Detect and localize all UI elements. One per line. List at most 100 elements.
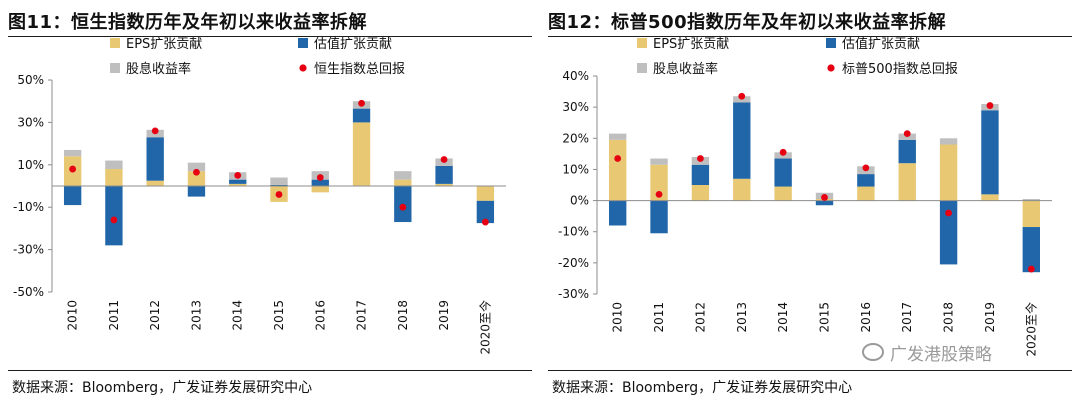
total-return-point <box>738 92 746 100</box>
bar-segment <box>857 186 875 201</box>
total-return-point <box>1027 265 1035 273</box>
bar-segment <box>476 200 495 224</box>
chart-title: 图12：标普500指数历年及年初以来收益率拆解 <box>548 12 947 33</box>
y-tick-label: 0% <box>570 194 589 208</box>
legend-label: EPS扩张贡献 <box>653 37 729 52</box>
x-tick-label: 2016 <box>859 302 873 333</box>
bottom-rule <box>8 370 532 371</box>
bar-segment <box>394 179 412 186</box>
bar-segment <box>270 184 288 186</box>
bar-segment <box>1022 200 1041 228</box>
total-return-point <box>151 127 159 135</box>
chart-title: 图11：恒生指数历年及年初以来收益率拆解 <box>8 12 368 33</box>
bar-segment <box>229 183 247 186</box>
x-tick-label: 2013 <box>735 302 749 333</box>
bar-segment <box>311 179 329 186</box>
bar-segment <box>435 183 453 186</box>
x-tick-label: 2018 <box>942 302 956 333</box>
bar-segment <box>939 200 958 265</box>
legend-swatch <box>637 63 647 73</box>
legend-label: 恒生指数总回报 <box>314 62 405 77</box>
chart-panel-hang-seng: 图11：恒生指数历年及年初以来收益率拆解 数据来源：Bloomberg，广发证券… <box>8 12 532 396</box>
x-tick-label: 2014 <box>231 300 245 331</box>
bar-segment <box>311 186 329 193</box>
bar-segment <box>733 102 751 179</box>
x-tick-label: 2020至今 <box>477 300 492 355</box>
bar-segment <box>105 169 123 186</box>
x-tick-label: 2011 <box>107 300 121 331</box>
x-tick-label: 2015 <box>272 300 286 331</box>
bar-segment <box>105 186 123 246</box>
y-tick-label: 10% <box>562 162 589 176</box>
bar-segment <box>939 144 958 201</box>
top-rule <box>548 36 1072 37</box>
bar-segment <box>608 139 627 201</box>
x-tick-label: 2019 <box>983 302 997 333</box>
legend-swatch <box>110 63 120 73</box>
y-tick-label: 40% <box>562 69 589 83</box>
x-tick-label: 2015 <box>818 302 832 333</box>
legend-label: 估值扩张贡献 <box>842 36 920 52</box>
legend-label: 标普500指数总回报 <box>842 62 958 77</box>
total-return-point <box>481 218 489 226</box>
bar-segment <box>229 179 247 184</box>
bar-segment <box>105 160 123 170</box>
x-tick-label: 2012 <box>148 300 162 331</box>
bar-segment <box>981 194 999 201</box>
bar-segment <box>981 110 999 195</box>
bar-segment <box>187 186 206 197</box>
y-tick-label: 10% <box>17 158 44 172</box>
total-return-point <box>655 190 663 198</box>
bar-segment <box>352 122 371 186</box>
x-tick-label: 2020至今 <box>1023 302 1038 357</box>
legend-swatch <box>826 38 836 48</box>
x-tick-label: 2010 <box>611 302 625 333</box>
bar-segment <box>857 174 875 187</box>
legend-swatch <box>298 38 308 48</box>
bottom-rule <box>548 370 1072 371</box>
x-tick-label: 2018 <box>396 300 410 331</box>
bar-segment <box>898 163 916 201</box>
y-tick-label: -30% <box>558 287 589 301</box>
bar-segment <box>650 200 668 234</box>
total-return-point <box>614 155 622 162</box>
bar-segment <box>476 186 495 201</box>
y-tick-label: -50% <box>13 285 44 299</box>
legend-label: 股息收益率 <box>126 61 191 77</box>
x-tick-label: 2011 <box>652 302 666 333</box>
legend-label: 股息收益率 <box>653 61 718 77</box>
bar-segment <box>187 171 206 186</box>
total-return-point <box>358 99 365 107</box>
total-return-point <box>903 130 911 138</box>
y-tick-label: -20% <box>558 256 589 270</box>
chart-hang-seng: -50% -30% -10% 10% 30% 50% 2010 2011 2012 2013 201… <box>13 36 506 355</box>
y-tick-label: 20% <box>562 131 589 145</box>
y-tick-label: 30% <box>17 115 44 129</box>
y-tick-label: -10% <box>13 200 44 214</box>
bar-segment <box>63 149 82 157</box>
bar-segment <box>146 137 164 181</box>
bar-segment <box>1022 227 1041 273</box>
chart-panel-sp500: 图12：标普500指数历年及年初以来收益率拆解 数据来源：Bloomberg，广… <box>540 0 1080 406</box>
total-return-point <box>440 156 448 163</box>
bar-segment <box>608 133 627 140</box>
x-tick-label: 2010 <box>66 300 80 331</box>
total-return-point <box>697 155 704 162</box>
source-note: 数据来源：Bloomberg，广发证券发展研究中心 <box>12 380 313 396</box>
total-return-point <box>316 174 324 181</box>
x-tick-label: 2013 <box>189 300 203 331</box>
bar-segment <box>691 185 710 201</box>
y-tick-label: -10% <box>558 225 589 239</box>
x-tick-label: 2017 <box>900 302 914 333</box>
y-tick-label: 50% <box>17 73 44 87</box>
total-return-point <box>234 172 242 179</box>
total-return-point <box>821 194 828 201</box>
total-return-point <box>862 164 870 172</box>
bar-segment <box>898 139 916 164</box>
x-tick-label: 2014 <box>776 302 790 333</box>
bar-segment <box>774 158 792 187</box>
bar-segment <box>650 164 668 201</box>
total-return-point <box>275 191 283 198</box>
bar-segment <box>352 108 371 123</box>
wechat-icon <box>862 343 884 361</box>
